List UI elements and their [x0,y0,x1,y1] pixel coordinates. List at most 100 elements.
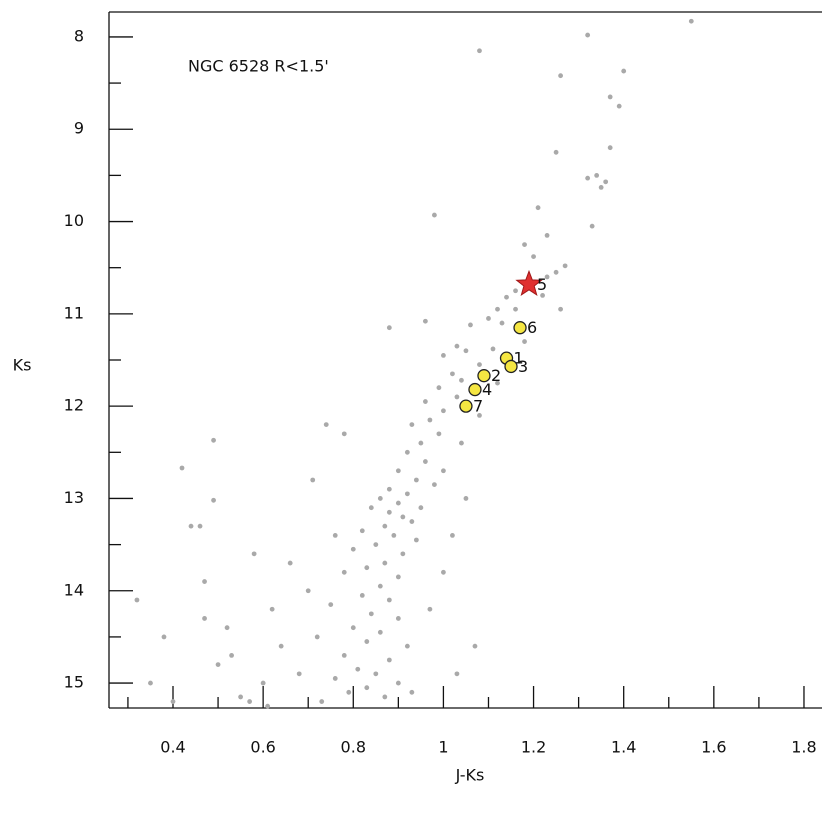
star-point [413,537,419,543]
star-point [368,611,374,617]
star-point [134,597,140,603]
y-tick-label: 10 [64,211,84,230]
star-point [341,431,347,437]
star-point [495,380,500,386]
star-point [328,602,334,608]
star-point [422,459,428,464]
x-tick-label: 0.6 [250,738,275,757]
star-point [558,306,563,312]
star-point [409,689,415,695]
star-point [522,339,527,344]
star-point [441,468,446,474]
star-point [558,73,563,79]
x-tick-label: 1.4 [611,738,636,757]
star-point [319,699,325,704]
star-point [422,399,428,404]
star-point [229,652,234,658]
star-point [350,625,356,631]
star-point [589,223,595,229]
star-point [418,505,424,511]
x-axis-label: J-Ks [455,766,485,785]
star-point [463,496,469,501]
star-point [368,505,374,511]
star-point [386,597,392,603]
point-label: 6 [527,318,537,337]
star-point [436,431,442,437]
x-tick-label: 1.6 [701,738,726,757]
star-point [332,676,338,681]
star-point [513,306,518,312]
x-tick-label: 1 [438,738,448,757]
star-point [247,699,253,704]
star-point [215,662,221,668]
star-point [540,292,545,298]
star-point [382,523,388,529]
y-tick-label: 8 [74,26,84,45]
star-point [404,491,410,497]
star-point [404,449,410,455]
star-point [432,482,437,488]
star-point [377,629,383,635]
x-tick-label: 1.2 [521,738,546,757]
star-point [310,477,316,483]
star-point [386,325,392,331]
star-point [386,509,392,515]
star-point [450,371,455,377]
star-point [585,32,591,38]
star-point [607,145,613,151]
star-point [594,172,600,178]
star-point [422,318,428,324]
star-point [409,422,415,428]
star-point [585,175,591,181]
star-point [477,412,482,418]
point-label: 4 [482,380,492,399]
target-star [513,321,527,335]
target-star [459,399,473,413]
star-point [459,440,464,446]
star-point [454,671,460,677]
star-point [341,569,347,575]
star-point [373,671,379,677]
star-point [355,666,361,672]
star-point [472,643,478,649]
star-point [454,394,460,400]
star-point [364,639,370,644]
star-point [400,551,406,557]
star-point [409,519,415,524]
star-point [202,579,207,584]
star-point [450,532,455,538]
star-point [463,348,469,354]
star-point [211,497,216,503]
star-point [359,592,365,598]
star-point [395,680,401,686]
star-point [468,322,473,328]
star-point [377,496,383,501]
star-point [364,565,370,571]
star-point [341,652,347,658]
star-point [265,703,271,709]
star-point [382,694,388,700]
star-point [535,205,541,211]
star-point [382,560,388,566]
star-point [269,606,275,612]
y-axis-label: Ks [13,356,32,375]
star-point [395,500,401,506]
y-tick-label: 9 [74,119,84,138]
star-point [260,680,266,686]
point-label: 1 [514,349,524,368]
star-point [373,542,379,548]
target-star [468,382,482,397]
star-point [454,343,460,349]
star-point [418,440,424,446]
star-point [188,523,194,529]
star-point [323,422,329,428]
star-point [522,242,527,248]
star-point [332,532,338,538]
star-point [395,574,401,580]
star-point [179,465,185,471]
star-point [287,560,293,566]
star-point [441,569,446,575]
star-point [224,625,230,631]
star-point [359,528,365,534]
